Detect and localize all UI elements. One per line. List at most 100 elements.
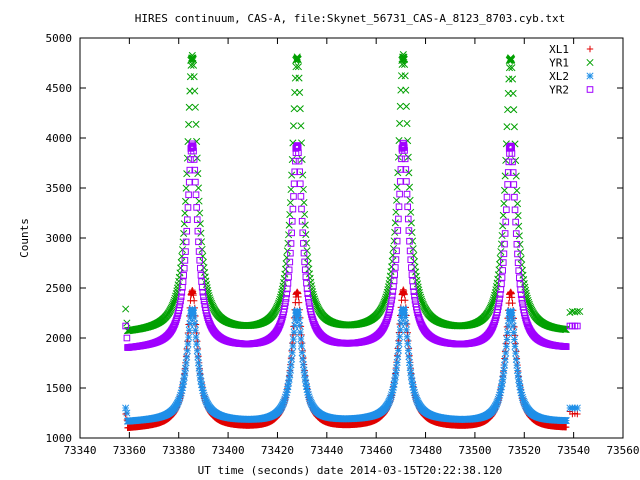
data-point — [401, 72, 409, 80]
data-point — [520, 399, 528, 407]
data-point — [194, 227, 202, 235]
data-point — [123, 334, 131, 342]
data-point — [310, 295, 319, 303]
data-point — [389, 386, 397, 394]
data-point — [396, 190, 403, 198]
x-tick-label: 73500 — [458, 444, 491, 457]
data-point — [488, 300, 496, 308]
data-point — [290, 180, 298, 188]
data-point — [390, 277, 398, 285]
data-point — [509, 169, 517, 176]
data-point — [200, 293, 207, 301]
data-point — [302, 273, 310, 281]
data-point — [491, 318, 498, 325]
data-point — [499, 222, 507, 230]
x-tick-label: 73520 — [508, 444, 541, 457]
data-point — [297, 342, 306, 350]
data-point — [285, 221, 293, 229]
data-point — [288, 171, 296, 179]
data-point — [122, 322, 129, 330]
x-tick-label: 73380 — [162, 444, 195, 457]
data-point — [501, 355, 509, 363]
series-xl2 — [122, 305, 581, 425]
data-point — [195, 238, 202, 246]
data-point — [512, 172, 520, 180]
data-point — [281, 393, 290, 401]
data-point — [285, 379, 293, 387]
data-point — [517, 386, 525, 394]
data-point — [509, 89, 517, 98]
data-point — [503, 123, 511, 131]
data-point — [494, 395, 502, 403]
legend-label: XL1 — [549, 43, 569, 56]
data-point — [396, 178, 404, 185]
data-point — [192, 178, 199, 186]
data-point — [515, 379, 523, 388]
data-point — [206, 294, 214, 302]
data-point — [392, 196, 401, 204]
data-point — [298, 205, 305, 213]
data-point — [275, 297, 283, 305]
data-point — [406, 196, 414, 204]
data-point — [391, 377, 399, 385]
data-point — [391, 271, 398, 278]
data-point — [300, 198, 308, 207]
data-point — [406, 247, 414, 255]
data-point — [396, 119, 404, 128]
data-point — [386, 396, 394, 404]
data-point — [300, 240, 307, 247]
data-point — [489, 298, 497, 306]
data-point — [513, 366, 522, 375]
y-tick-label: 2000 — [46, 332, 73, 345]
data-point — [508, 316, 517, 324]
data-point — [562, 325, 570, 334]
data-point — [199, 288, 207, 296]
data-point — [296, 328, 304, 336]
data-point — [190, 314, 198, 322]
data-point — [194, 359, 203, 367]
legend-marker — [586, 86, 594, 93]
data-point — [193, 347, 201, 355]
data-point — [508, 64, 516, 72]
data-point — [195, 364, 203, 372]
data-point — [177, 391, 185, 399]
data-point — [175, 396, 183, 405]
data-point — [175, 395, 183, 403]
data-point — [562, 417, 570, 425]
data-point — [497, 386, 505, 394]
data-point — [381, 297, 389, 305]
data-point — [178, 384, 186, 392]
data-point — [192, 191, 200, 199]
data-point — [388, 257, 396, 265]
data-point — [396, 326, 404, 334]
data-point — [407, 373, 415, 381]
data-point — [513, 200, 522, 208]
data-point — [508, 290, 515, 297]
data-point — [122, 404, 130, 412]
data-point — [501, 230, 509, 237]
data-point — [196, 220, 204, 228]
data-point — [518, 391, 526, 399]
data-point — [404, 346, 412, 354]
data-point — [516, 383, 524, 391]
data-point — [296, 105, 304, 113]
data-point — [410, 386, 418, 394]
data-point — [385, 397, 393, 405]
data-point — [298, 217, 306, 225]
data-point — [181, 364, 190, 372]
data-point — [189, 56, 197, 64]
data-point — [518, 393, 526, 401]
data-point — [390, 380, 398, 388]
data-point — [171, 294, 179, 302]
data-point — [185, 120, 193, 128]
data-point — [501, 240, 508, 248]
data-point — [513, 186, 521, 195]
data-point — [383, 315, 391, 323]
data-point — [309, 317, 317, 325]
data-point — [410, 288, 418, 295]
data-point — [294, 309, 302, 317]
data-point — [382, 293, 390, 301]
data-point — [193, 340, 201, 348]
data-point — [297, 193, 305, 200]
